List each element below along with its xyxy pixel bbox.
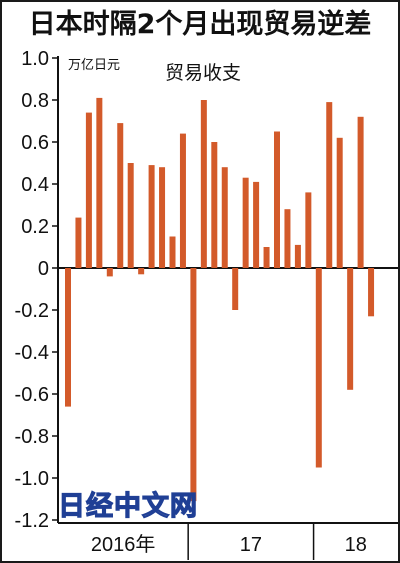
bar <box>65 268 71 407</box>
bar <box>159 167 166 268</box>
y-tick-label: 0.4 <box>21 174 49 196</box>
y-tick-label: -0.6 <box>15 384 49 406</box>
bar <box>263 247 270 268</box>
bar <box>106 268 113 277</box>
x-year-label: 2016年 <box>91 533 156 556</box>
unit-label: 万亿日元 <box>68 58 121 73</box>
bar <box>179 133 186 268</box>
x-year-label: 18 <box>345 534 367 556</box>
watermark-logo: 日经中文网 <box>57 490 198 522</box>
bar <box>242 177 249 268</box>
y-tick-label: 0.2 <box>21 216 49 238</box>
bar <box>96 97 103 269</box>
bar <box>315 268 322 468</box>
chart-title: 贸易收支 <box>165 62 242 84</box>
bar <box>347 268 354 390</box>
bar <box>138 268 145 275</box>
y-tick-label: -1.0 <box>15 468 49 490</box>
bar <box>305 192 312 268</box>
bar <box>357 116 364 268</box>
bar <box>326 102 333 268</box>
y-tick-label: 0.6 <box>21 132 49 154</box>
bar <box>75 217 82 268</box>
bar <box>253 181 260 268</box>
bar <box>368 268 375 317</box>
chart-headline: 日本时隔2个月出现贸易逆差 <box>28 9 372 40</box>
y-tick-label: -0.4 <box>15 342 49 364</box>
bar <box>336 137 343 268</box>
bar <box>284 209 291 268</box>
bar <box>232 268 239 310</box>
bar <box>169 236 176 268</box>
bar <box>274 131 280 268</box>
bar <box>148 165 155 268</box>
bar <box>211 142 218 268</box>
y-tick-label: 0 <box>38 258 49 280</box>
x-year-label: 17 <box>240 534 262 556</box>
y-tick-label: -1.2 <box>15 510 49 532</box>
bar <box>294 244 301 268</box>
y-tick-label: 1.0 <box>21 48 49 70</box>
y-tick-label: 0.8 <box>21 90 49 112</box>
bar <box>117 123 124 268</box>
y-tick-label: -0.8 <box>15 426 49 448</box>
bar <box>221 167 228 268</box>
bar <box>127 163 134 268</box>
bar <box>85 112 92 268</box>
bar <box>200 100 207 268</box>
y-tick-label: -0.2 <box>15 300 49 322</box>
bar <box>190 268 197 502</box>
